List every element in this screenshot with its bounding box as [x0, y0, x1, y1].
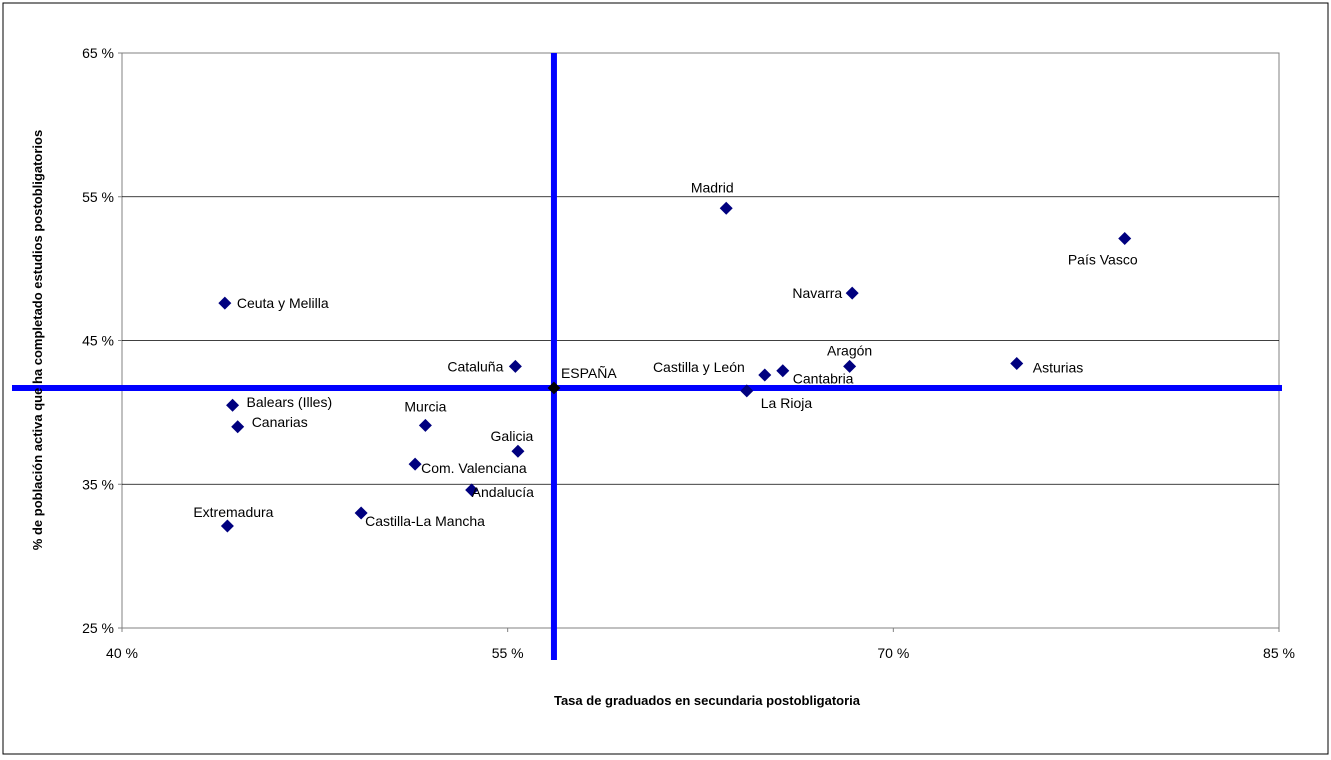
point-label: La Rioja — [761, 395, 813, 411]
point-label: Balears (Illes) — [247, 394, 333, 410]
data-point — [511, 444, 525, 458]
point-labels: Madrid País Vasco Navarra Ceuta y Melilla Ca… — [193, 179, 1137, 529]
y-tick-label: 25 % — [82, 620, 114, 636]
data-point — [1118, 231, 1132, 245]
data-point — [843, 359, 857, 373]
point-label: Extremadura — [193, 504, 273, 520]
point-label: Aragón — [827, 342, 872, 358]
point-label: Canarias — [252, 414, 308, 430]
point-label: Murcia — [404, 398, 446, 414]
x-tick-label: 70 % — [877, 645, 909, 661]
point-label: Navarra — [792, 285, 842, 301]
data-point — [776, 364, 790, 378]
data-point — [220, 519, 234, 533]
point-label: Galicia — [491, 428, 534, 444]
data-point — [408, 457, 422, 471]
point-label: ESPAÑA — [561, 365, 617, 381]
data-point — [231, 420, 245, 434]
y-axis-title: % de población activa que ha completado … — [30, 130, 45, 550]
point-label: Madrid — [691, 179, 734, 195]
data-point — [719, 201, 733, 215]
y-tick-label: 45 % — [82, 333, 114, 349]
point-label: Cantabria — [793, 371, 854, 387]
point-label: Castilla y León — [653, 359, 745, 375]
data-point — [1010, 357, 1024, 370]
data-point — [218, 296, 232, 310]
data-point — [418, 418, 432, 432]
tick-labels: 25 % 35 % 45 % 55 % 65 % 40 % 55 % 70 % 85 % — [82, 45, 1295, 661]
x-tick-label: 85 % — [1263, 645, 1295, 661]
data-point — [226, 398, 240, 412]
data-point — [465, 483, 479, 497]
point-label: Castilla-La Mancha — [365, 513, 485, 529]
y-tick-label: 35 % — [82, 476, 114, 492]
y-tick-label: 55 % — [82, 189, 114, 205]
point-label: Andalucía — [472, 484, 534, 500]
data-point — [740, 384, 754, 398]
point-label: Ceuta y Melilla — [237, 295, 329, 311]
data-point — [354, 506, 368, 520]
data-point — [508, 359, 522, 373]
reference-lines — [12, 53, 1282, 660]
gridlines — [122, 196, 1279, 485]
x-axis-title: Tasa de graduados en secundaria postobli… — [554, 693, 861, 708]
x-tick-label: 55 % — [492, 645, 524, 661]
data-point — [758, 368, 772, 382]
x-tick-label: 40 % — [106, 645, 138, 661]
point-label: Cataluña — [447, 358, 503, 374]
data-points — [218, 201, 1132, 533]
point-label: Com. Valenciana — [421, 460, 527, 476]
point-label: Asturias — [1033, 360, 1084, 376]
data-point — [845, 286, 859, 300]
point-label: País Vasco — [1068, 251, 1138, 267]
y-tick-label: 65 % — [82, 45, 114, 61]
